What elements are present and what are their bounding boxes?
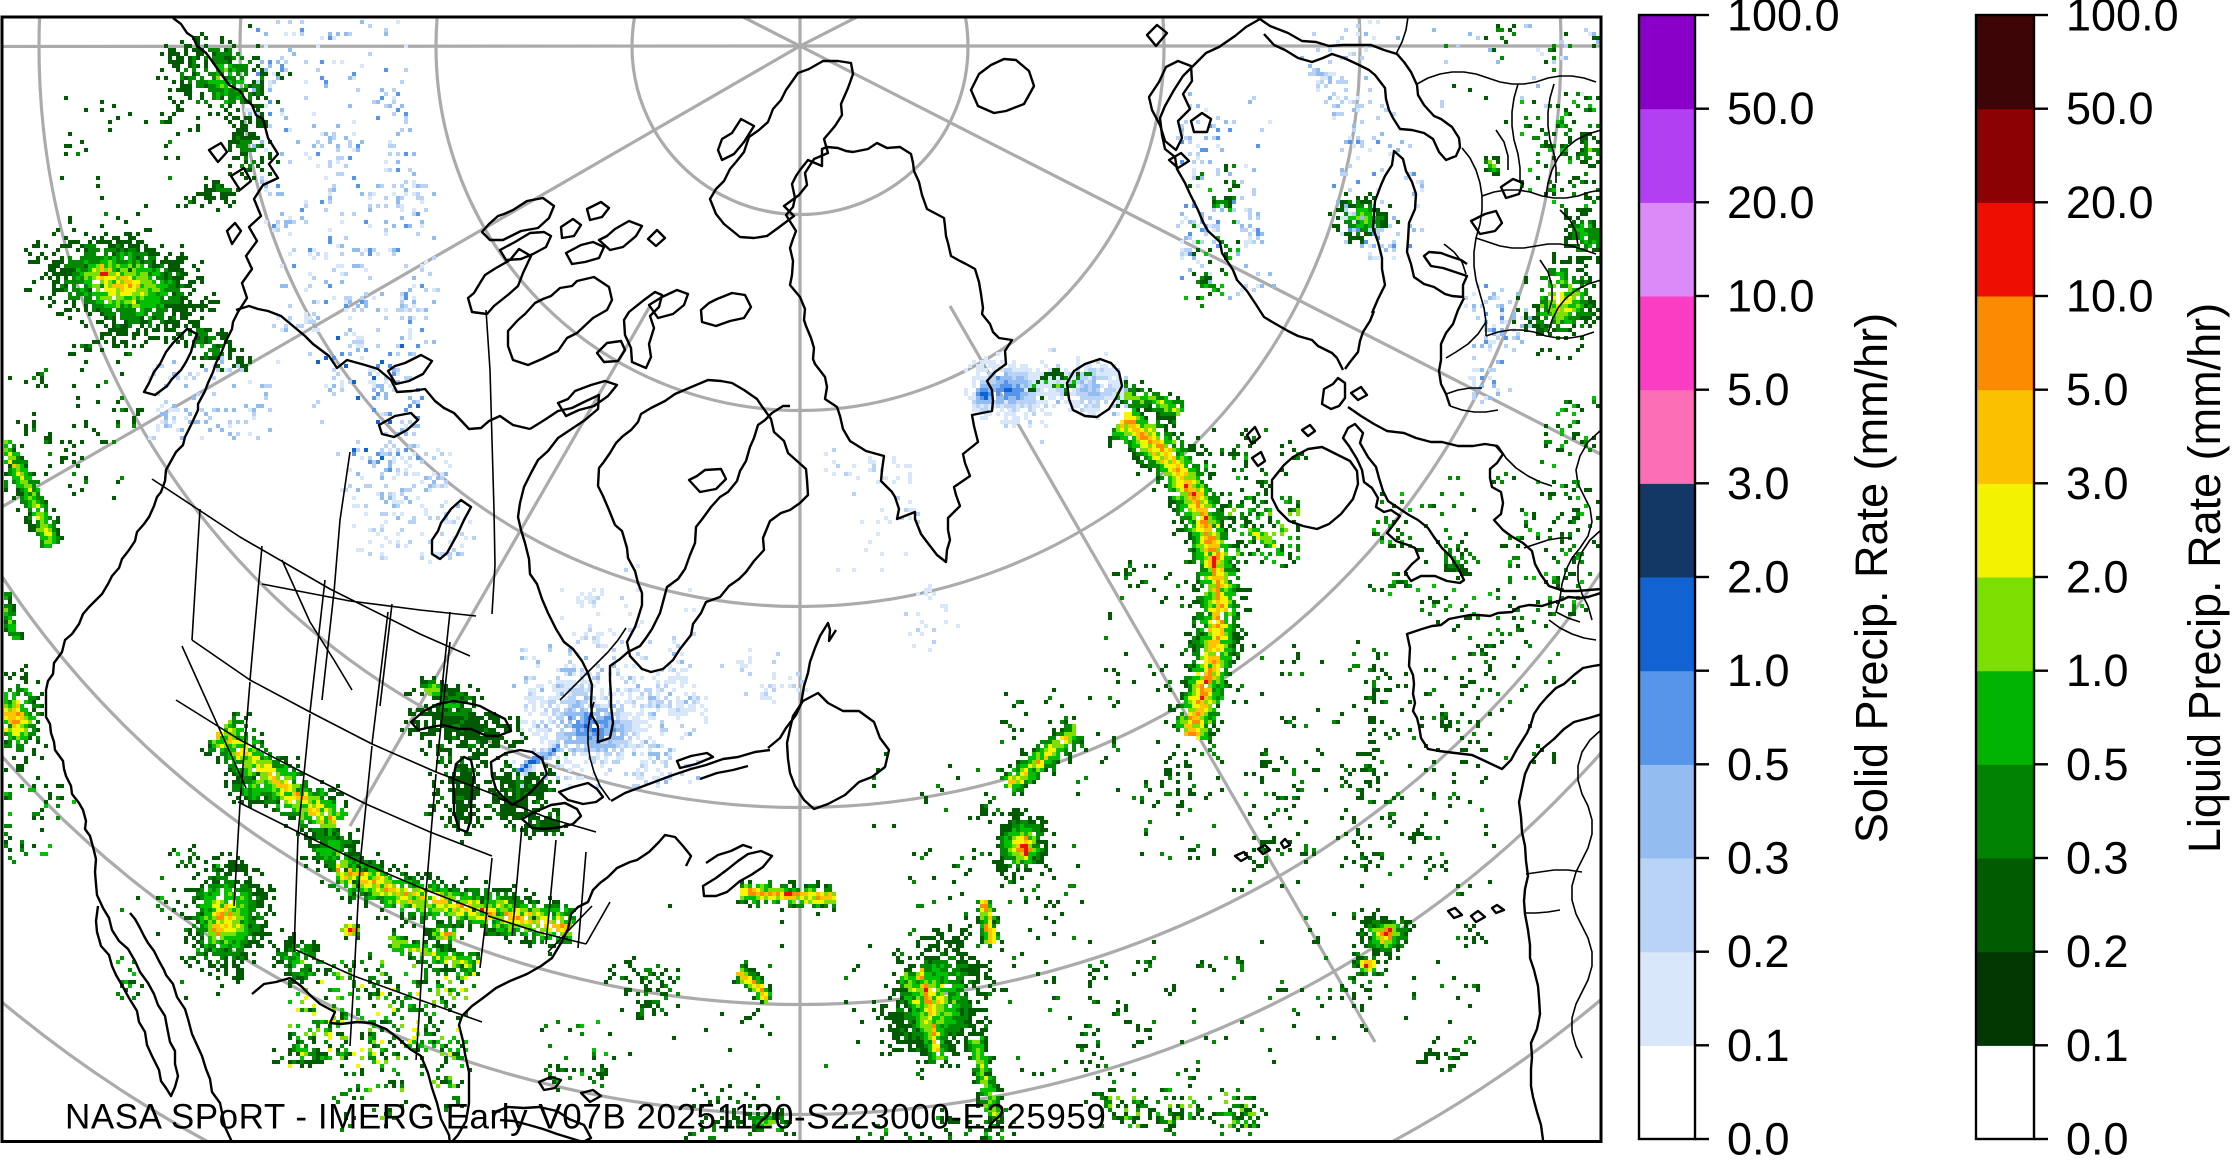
svg-text:100.0: 100.0 — [1727, 0, 1840, 41]
svg-text:100.0: 100.0 — [2066, 0, 2179, 41]
svg-text:50.0: 50.0 — [1727, 83, 1815, 134]
svg-text:2.0: 2.0 — [2066, 552, 2129, 603]
svg-text:20.0: 20.0 — [1727, 177, 1815, 228]
svg-text:3.0: 3.0 — [2066, 458, 2129, 509]
svg-text:0.1: 0.1 — [2066, 1020, 2129, 1071]
svg-text:10.0: 10.0 — [1727, 271, 1815, 322]
svg-text:0.2: 0.2 — [2066, 926, 2129, 977]
svg-text:10.0: 10.0 — [2066, 271, 2154, 322]
svg-text:0.0: 0.0 — [1727, 1114, 1790, 1165]
svg-text:0.3: 0.3 — [2066, 833, 2129, 884]
svg-text:0.5: 0.5 — [1727, 739, 1790, 790]
svg-text:NASA SPoRT - IMERG Early V07B: NASA SPoRT - IMERG Early V07B 20251120-S… — [65, 1098, 1106, 1137]
svg-text:0.5: 0.5 — [2066, 739, 2129, 790]
svg-text:Solid Precip. Rate (mm/hr): Solid Precip. Rate (mm/hr) — [1846, 313, 1897, 843]
svg-text:1.0: 1.0 — [1727, 645, 1790, 696]
svg-text:3.0: 3.0 — [1727, 458, 1790, 509]
svg-text:0.2: 0.2 — [1727, 926, 1790, 977]
svg-text:0.3: 0.3 — [1727, 833, 1790, 884]
svg-text:5.0: 5.0 — [2066, 364, 2129, 415]
svg-text:2.0: 2.0 — [1727, 552, 1790, 603]
svg-text:Liquid Precip. Rate (mm/hr): Liquid Precip. Rate (mm/hr) — [2179, 303, 2230, 853]
svg-text:20.0: 20.0 — [2066, 177, 2154, 228]
svg-text:50.0: 50.0 — [2066, 83, 2154, 134]
svg-text:0.1: 0.1 — [1727, 1020, 1790, 1071]
svg-text:5.0: 5.0 — [1727, 364, 1790, 415]
svg-text:1.0: 1.0 — [2066, 645, 2129, 696]
svg-text:0.0: 0.0 — [2066, 1114, 2129, 1165]
